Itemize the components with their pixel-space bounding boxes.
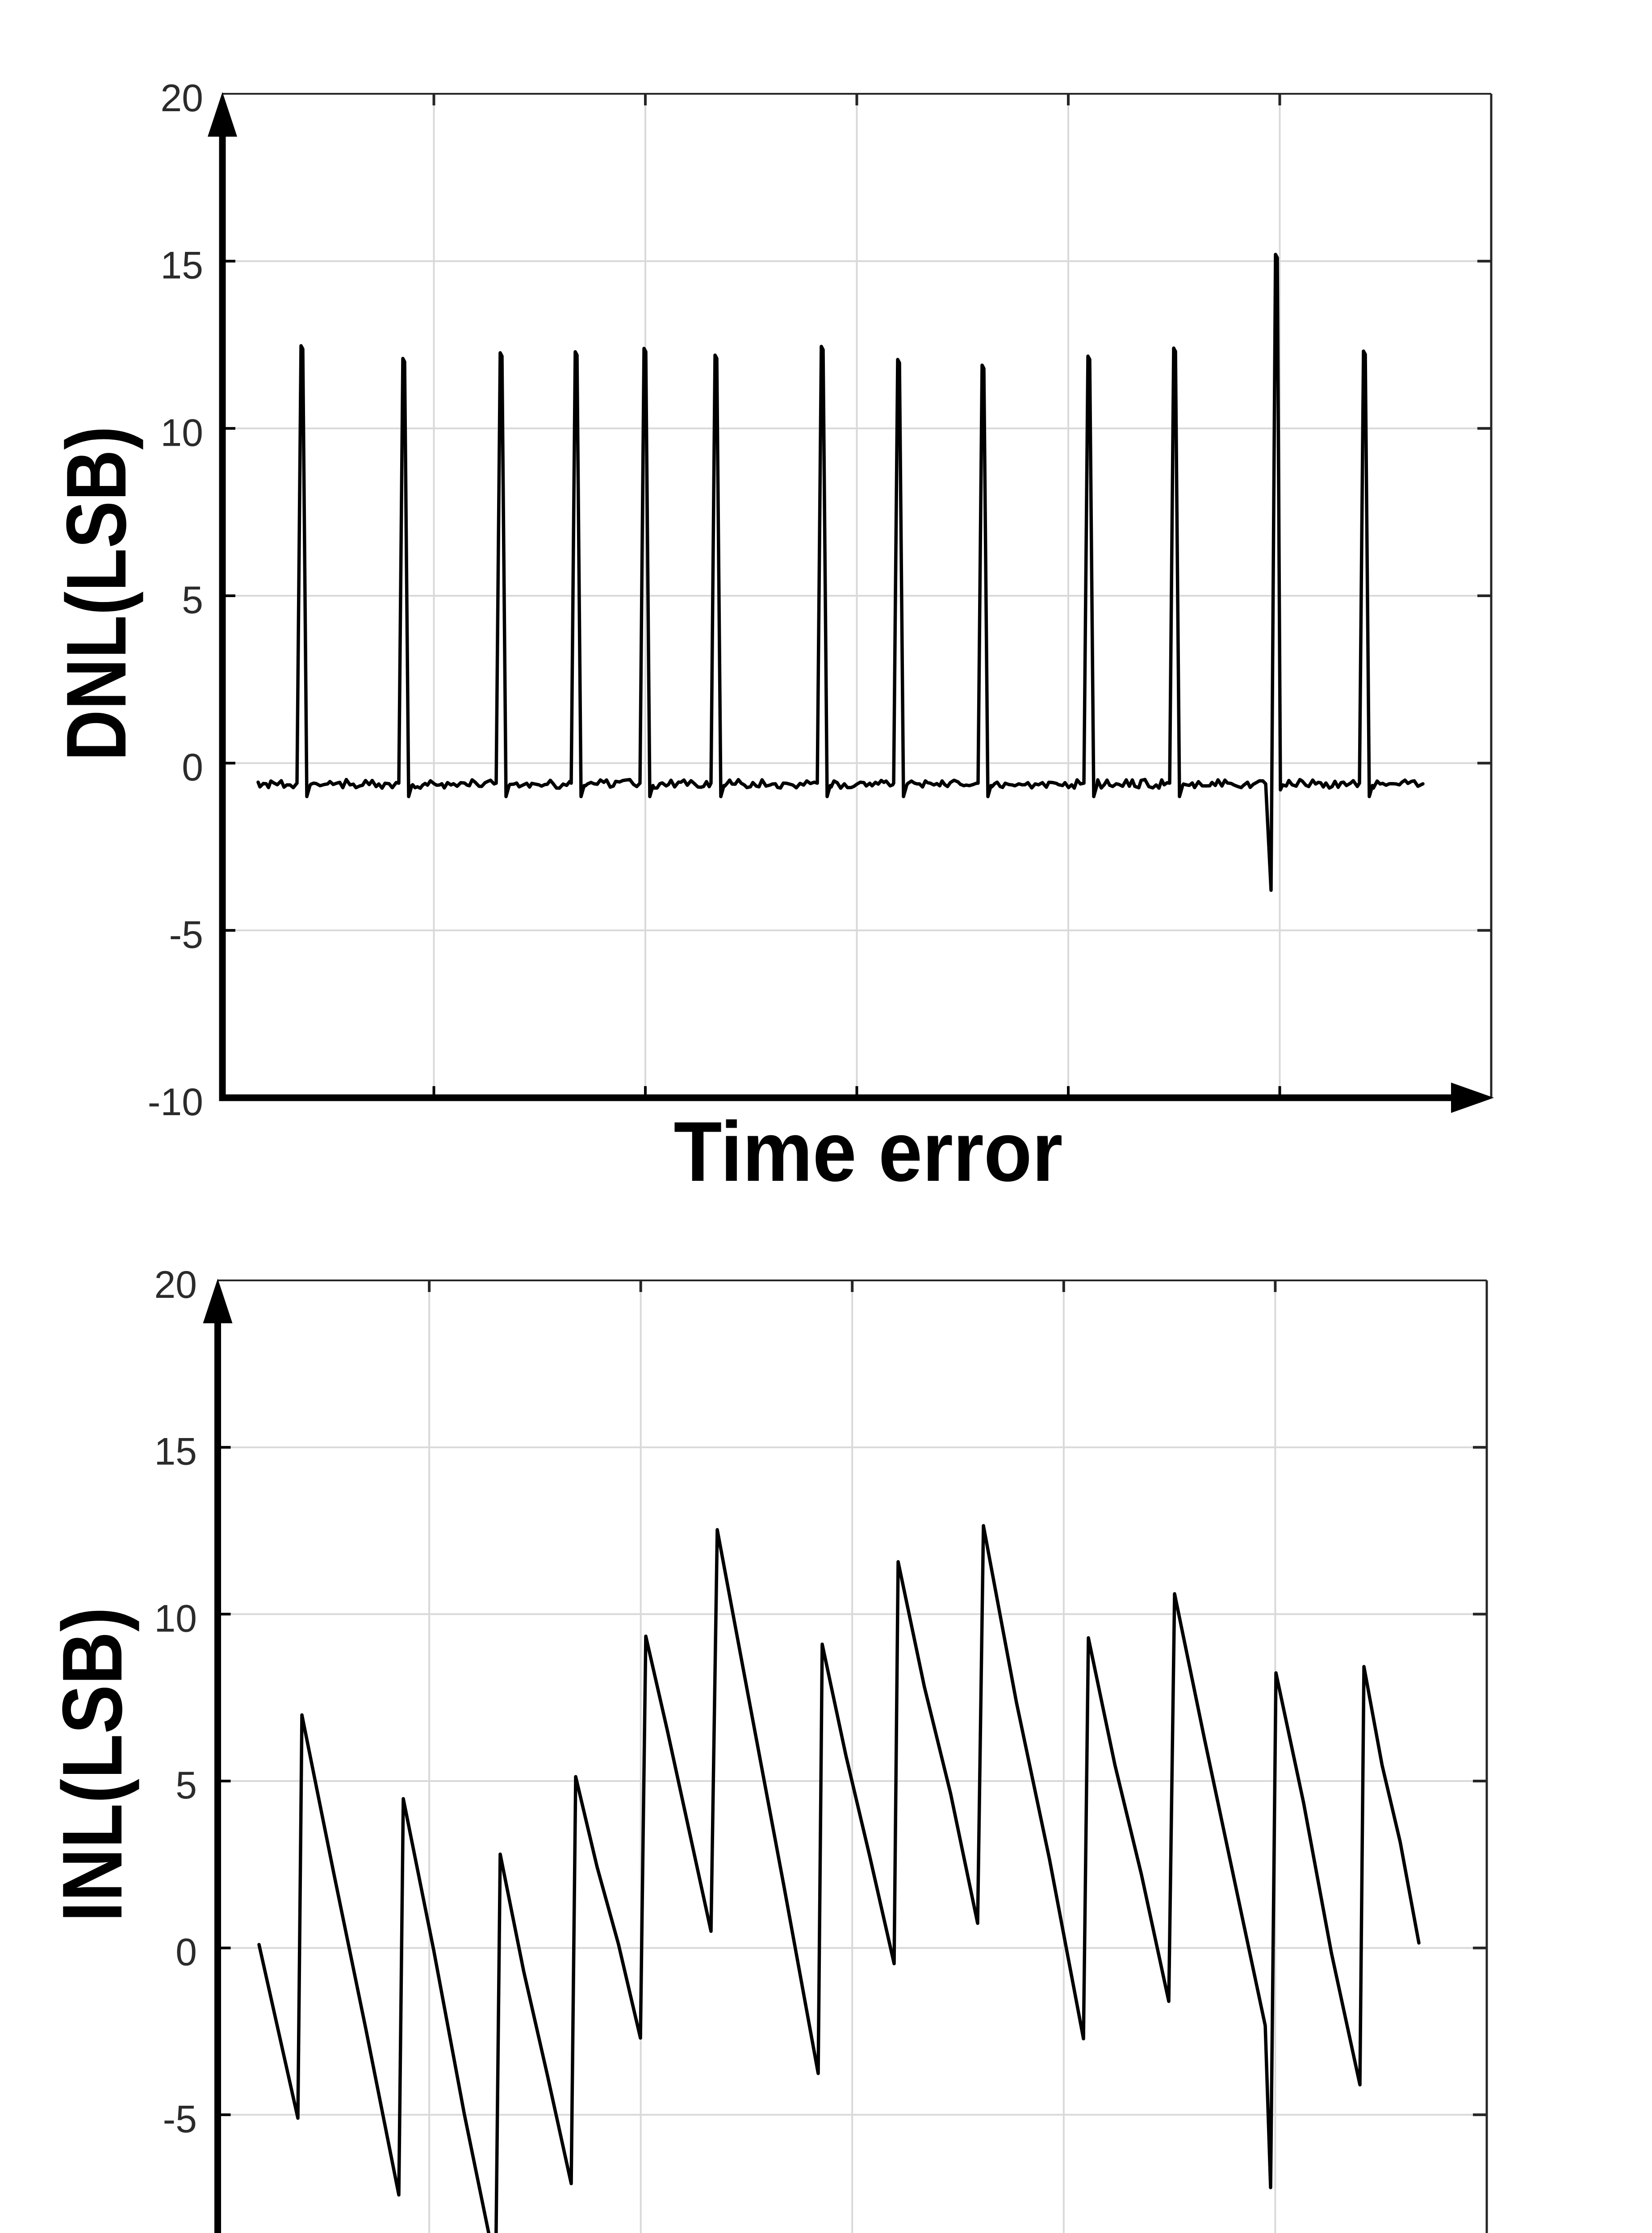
svg-text:INL(LSB): INL(LSB) (45, 1607, 140, 1922)
svg-text:20: 20 (154, 1263, 197, 1306)
svg-text:-5: -5 (163, 2098, 197, 2141)
svg-text:15: 15 (154, 1430, 197, 1473)
svg-text:0: 0 (182, 746, 203, 789)
svg-text:0: 0 (176, 1931, 197, 1974)
svg-text:-5: -5 (169, 913, 203, 956)
svg-text:-10: -10 (148, 1081, 203, 1124)
svg-text:10: 10 (160, 411, 203, 454)
svg-text:5: 5 (176, 1764, 197, 1807)
svg-text:20: 20 (160, 77, 203, 120)
svg-text:15: 15 (160, 244, 203, 287)
svg-text:10: 10 (154, 1597, 197, 1640)
svg-text:DNL(LSB): DNL(LSB) (49, 426, 144, 761)
svg-text:5: 5 (182, 579, 203, 622)
svg-text:Time error: Time error (674, 1104, 1063, 1199)
